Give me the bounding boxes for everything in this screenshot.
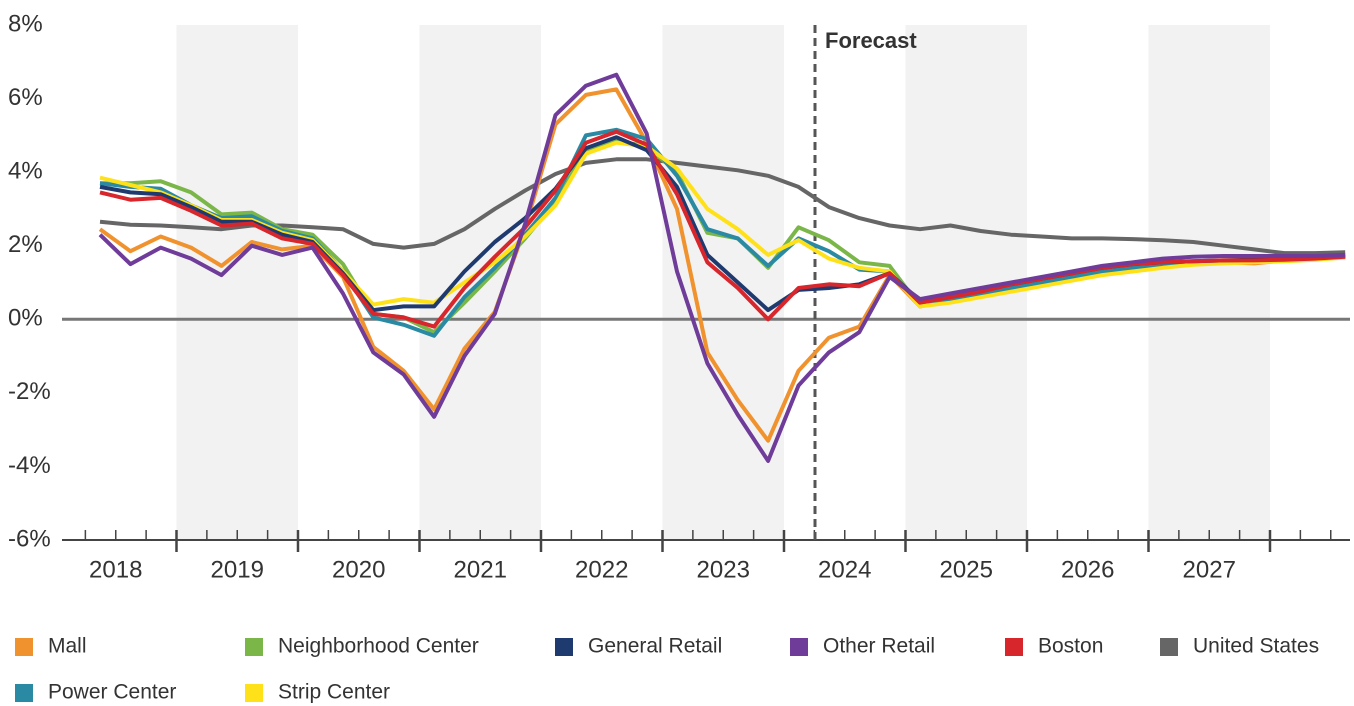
year-band [1148, 25, 1270, 540]
y-tick-label: 8% [8, 10, 43, 37]
legend-swatch [1160, 638, 1178, 656]
legend-swatch [1005, 638, 1023, 656]
series-line [99, 157, 1346, 256]
y-tick-label: -2% [8, 378, 51, 405]
y-tick-label: 4% [8, 157, 43, 184]
legend-swatch [245, 684, 263, 702]
legend-label: Strip Center [278, 681, 390, 704]
legend-label: Other Retail [823, 635, 935, 658]
x-tick-label: 2024 [818, 556, 871, 583]
legend-swatch [15, 684, 33, 702]
year-bands [176, 25, 1270, 540]
annotation: Forecast [825, 28, 917, 53]
legend-swatch [245, 638, 263, 656]
y-tick-label: -6% [8, 525, 51, 552]
legend-swatch [555, 638, 573, 656]
x-tick-label: 2025 [940, 556, 993, 583]
series-line [98, 72, 1346, 463]
legend-label: General Retail [588, 635, 722, 658]
x-tick-label: 2026 [1061, 556, 1114, 583]
x-tick-label: 2022 [575, 556, 628, 583]
y-tick-label: -4% [8, 452, 51, 479]
legend-label: Neighborhood Center [278, 635, 479, 658]
year-band [176, 25, 298, 540]
legend-label: Mall [48, 635, 87, 658]
x-tick-label: 2019 [211, 556, 264, 583]
y-tick-label: 6% [8, 84, 43, 111]
y-tick-label: 0% [8, 305, 43, 332]
x-tick-label: 2021 [454, 556, 507, 583]
x-tick-label: 2020 [332, 556, 385, 583]
legend-swatch [790, 638, 808, 656]
legend-swatch [15, 638, 33, 656]
series-line [99, 129, 1346, 329]
legend-label: United States [1193, 635, 1319, 658]
x-tick-label: 2018 [89, 556, 142, 583]
legend-label: Boston [1038, 635, 1103, 658]
x-tick-label: 2027 [1183, 556, 1236, 583]
x-tick-label: 2023 [697, 556, 750, 583]
legend-label: Power Center [48, 681, 176, 704]
y-tick-label: 2% [8, 231, 43, 258]
